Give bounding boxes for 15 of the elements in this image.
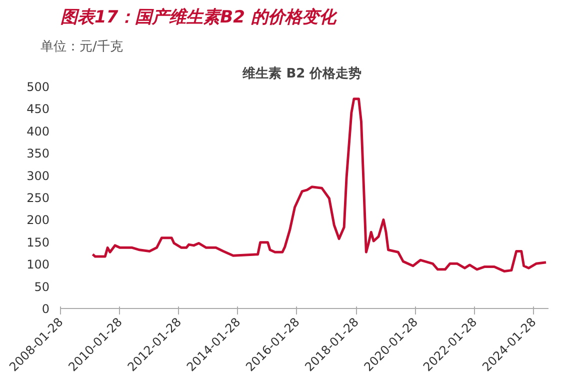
- y-tick-label: 50: [34, 280, 50, 294]
- chart-subtitle: 维生素 B2 价格走势: [242, 66, 362, 82]
- y-tick-label: 300: [26, 168, 50, 183]
- y-axis-title: 单位：元/千克: [40, 40, 123, 54]
- y-tick-label: 500: [26, 80, 50, 94]
- line-series: [91, 98, 548, 272]
- y-tick-label: 450: [26, 102, 50, 116]
- y-tick-label: 250: [26, 191, 50, 205]
- chart-title: 图表17：国产维生素B2 的价格变化: [60, 8, 338, 28]
- y-tick-label: 150: [26, 235, 50, 250]
- y-tick-label: 400: [26, 124, 50, 138]
- y-tick-label: 0: [42, 302, 50, 316]
- y-tick-label: 100: [26, 258, 50, 272]
- y-tick-label: 200: [26, 213, 50, 228]
- y-tick-label: 350: [26, 146, 50, 161]
